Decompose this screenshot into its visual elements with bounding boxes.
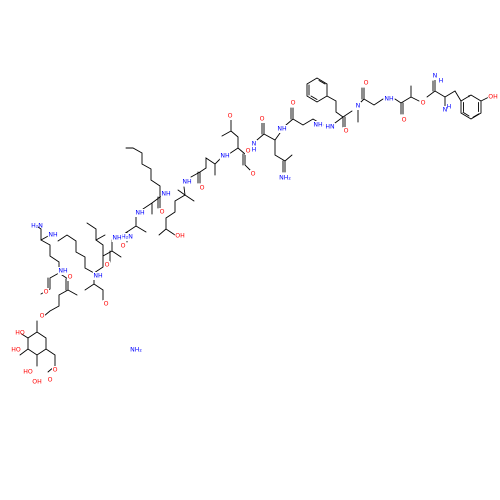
atom-label-a31: O xyxy=(119,242,127,250)
atom-label-a3: N xyxy=(431,72,439,80)
atom-label-text: N xyxy=(252,141,257,148)
atom-label-text: O xyxy=(40,313,45,320)
atom-label-a18: O xyxy=(244,147,252,155)
atom-label-text: O xyxy=(44,289,49,296)
atom-label-text: NH xyxy=(48,232,58,239)
atom-label-a47: O xyxy=(46,376,54,384)
atom-label-text: O xyxy=(48,377,53,384)
atom-label-a21: O xyxy=(249,170,257,178)
atom-label-text: O xyxy=(105,262,110,269)
atom-label-text: NH₂ xyxy=(130,347,142,354)
atom-label-a27: H₂N xyxy=(119,233,135,241)
atom-label-a28: NH xyxy=(160,190,172,198)
atom-label-a23: O xyxy=(226,112,234,120)
atom-label-a38: NH xyxy=(57,267,69,275)
atom-label-a44: HO xyxy=(10,329,25,337)
atom-label-text: O xyxy=(402,117,407,124)
atom-label-text: NH xyxy=(313,122,323,129)
atom-label-text: N xyxy=(433,73,438,80)
atom-label-text: O xyxy=(291,100,296,107)
atom-label-a15: NH xyxy=(276,125,288,133)
atom-label-text: NH xyxy=(161,191,171,198)
atom-label-a5: N xyxy=(441,106,449,114)
atom-label-a20: H xyxy=(252,147,257,154)
atom-label-a24: OH xyxy=(174,232,186,240)
atom-label-text: NH xyxy=(112,235,122,242)
atom-label-a40: H₂N xyxy=(23,222,43,230)
atom-label-a4: H xyxy=(447,104,452,111)
atom-label-text: NH xyxy=(58,268,68,275)
atom-label-text: OH xyxy=(175,233,185,240)
atom-label-a43: O xyxy=(51,366,59,374)
atom-label-a10: N xyxy=(354,102,362,110)
atom-label-text: H₂N xyxy=(31,223,43,230)
atom-label-a45: HO xyxy=(6,346,21,354)
atom-label-text: NH xyxy=(93,273,103,280)
atom-label-text: O xyxy=(251,171,256,178)
atom-label-text: O xyxy=(421,100,426,107)
atom-label-a32: NH xyxy=(111,234,123,242)
atom-label-a12: O xyxy=(342,127,350,135)
atom-label-text: HO xyxy=(15,330,25,337)
atom-label-text: O xyxy=(246,148,251,155)
atom-label-a25: NH xyxy=(181,178,193,186)
atom-label-text: H₂N xyxy=(121,234,133,241)
atom-label-a1: OH xyxy=(487,93,499,101)
atom-label-a11: HN xyxy=(324,123,336,131)
atom-label-text: O xyxy=(68,274,73,281)
atom-label-text: HO xyxy=(11,347,21,354)
atom-label-text: O xyxy=(228,113,233,120)
atom-label-a39: O xyxy=(42,288,50,296)
atom-label-a34: NH xyxy=(92,272,104,280)
atom-label-text: O xyxy=(104,301,109,308)
bond-lines xyxy=(19,77,490,373)
atom-label-a33: O xyxy=(103,261,111,269)
atom-label-text: O xyxy=(364,80,369,87)
atom-label-a29: O xyxy=(158,208,166,216)
atom-label-a37: O xyxy=(66,273,74,281)
atom-label-text: HO xyxy=(23,369,33,376)
atom-label-a48: OH xyxy=(31,378,43,386)
atom-label-a22: NH xyxy=(219,152,231,160)
atom-label-a46: HO xyxy=(18,368,33,376)
atom-label-text: NH xyxy=(135,210,145,217)
atom-label-a19: N xyxy=(250,140,258,148)
atom-label-a30: NH xyxy=(134,209,146,217)
atom-label-text: O xyxy=(160,209,165,216)
atom-label-text: NH xyxy=(182,179,192,186)
atom-label-a42: O xyxy=(38,312,46,320)
atom-label-text: NH xyxy=(384,96,394,103)
atom-label-text: HN xyxy=(325,124,335,131)
atom-label-a41: NH xyxy=(47,231,59,239)
atom-label-a35: O xyxy=(102,300,110,308)
atom-label-text: O xyxy=(344,128,349,135)
atom-label-text: OH xyxy=(32,379,42,386)
atom-label-a9: O xyxy=(362,79,370,87)
atom-label-text: N xyxy=(356,103,361,110)
atom-label-text: O xyxy=(200,185,205,192)
atom-label-a6: O xyxy=(419,99,427,107)
atom-label-a16: O xyxy=(258,115,266,123)
atom-label-a7: O xyxy=(400,116,408,124)
atom-label-a17: NH₂ xyxy=(277,174,293,182)
atom-label-text: OH xyxy=(488,94,498,101)
atom-label-text: NH xyxy=(277,126,287,133)
atom-label-text: NH₂ xyxy=(279,175,291,182)
atom-label-a14: O xyxy=(289,99,297,107)
atom-label-text: O xyxy=(121,243,126,250)
atom-label-text: NH xyxy=(220,153,230,160)
atom-labels: OHNNOONHONHNONHONHONH₂ONONHOOHNHOH₂NNHON… xyxy=(6,72,499,386)
atom-label-text: O xyxy=(53,367,58,374)
atom-label-a8: NH xyxy=(383,95,395,103)
atom-label-a36: NH₂ xyxy=(128,346,144,354)
atom-label-text: N xyxy=(443,107,448,114)
atom-label-a2: H xyxy=(439,78,444,85)
atom-label-a13: NH xyxy=(312,121,324,129)
atom-label-text: O xyxy=(260,116,265,123)
atom-label-a26: O xyxy=(198,184,206,192)
